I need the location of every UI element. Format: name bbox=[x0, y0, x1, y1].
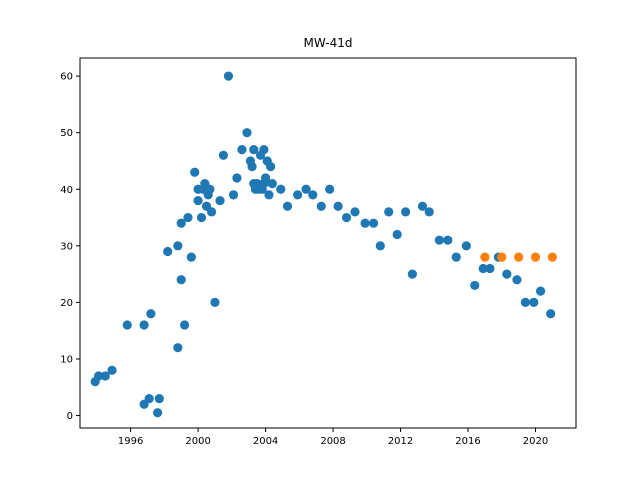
data-point bbox=[237, 145, 247, 155]
y-tick-label: 30 bbox=[60, 241, 73, 252]
data-point bbox=[122, 320, 132, 330]
data-point bbox=[478, 263, 488, 274]
data-point-orange bbox=[514, 252, 524, 262]
data-point bbox=[223, 71, 234, 81]
data-point bbox=[424, 207, 434, 217]
data-point bbox=[333, 201, 343, 211]
data-point bbox=[210, 297, 220, 308]
data-point bbox=[470, 280, 480, 291]
x-tick-label: 2008 bbox=[320, 436, 345, 447]
data-point-orange bbox=[480, 252, 490, 262]
data-point bbox=[190, 167, 200, 177]
data-point bbox=[276, 184, 286, 194]
data-point bbox=[218, 150, 229, 160]
data-point bbox=[502, 269, 512, 279]
data-point bbox=[193, 195, 203, 206]
data-point bbox=[215, 195, 225, 206]
data-point bbox=[107, 365, 117, 375]
data-point bbox=[293, 190, 303, 200]
data-point bbox=[163, 246, 173, 257]
data-point bbox=[375, 241, 385, 251]
data-point bbox=[384, 207, 394, 217]
data-point bbox=[308, 190, 318, 200]
data-point bbox=[100, 371, 110, 381]
data-point bbox=[259, 145, 269, 155]
data-point bbox=[368, 218, 379, 228]
data-point bbox=[267, 178, 277, 189]
data-point bbox=[434, 235, 444, 245]
data-point bbox=[546, 309, 556, 319]
data-point bbox=[392, 229, 402, 240]
data-point bbox=[282, 201, 293, 211]
data-point bbox=[179, 320, 190, 330]
data-point-orange bbox=[497, 252, 507, 262]
data-point bbox=[186, 252, 196, 262]
data-point bbox=[228, 190, 239, 200]
x-tick-label: 2000 bbox=[185, 436, 210, 447]
data-point bbox=[325, 184, 335, 194]
data-point bbox=[153, 408, 163, 418]
data-point bbox=[529, 297, 539, 308]
chart-title: MW-41d bbox=[304, 36, 353, 50]
data-point bbox=[242, 128, 252, 138]
data-point bbox=[206, 207, 217, 217]
y-tick-label: 40 bbox=[60, 185, 73, 196]
data-point bbox=[176, 275, 186, 285]
data-point bbox=[341, 212, 352, 223]
x-tick-label: 2020 bbox=[523, 436, 548, 447]
data-point bbox=[350, 207, 360, 217]
data-point bbox=[173, 343, 183, 353]
data-point bbox=[205, 184, 215, 194]
data-point bbox=[512, 275, 522, 285]
data-point bbox=[183, 212, 193, 223]
data-point bbox=[360, 218, 370, 228]
data-point bbox=[146, 309, 156, 319]
data-point bbox=[264, 190, 274, 200]
data-point bbox=[144, 393, 154, 404]
x-tick-label: 2016 bbox=[455, 436, 480, 447]
data-point bbox=[196, 212, 207, 223]
data-point bbox=[176, 218, 186, 228]
data-point bbox=[535, 286, 546, 296]
x-tick-label: 1996 bbox=[118, 436, 143, 447]
data-point bbox=[301, 184, 311, 194]
y-axis: 0 10 20 30 40 50 60 bbox=[60, 72, 80, 422]
x-axis: 1996 2000 2004 2008 2012 2016 2020 bbox=[118, 428, 548, 447]
data-point bbox=[266, 162, 276, 172]
data-point bbox=[247, 162, 257, 172]
data-point bbox=[461, 241, 471, 251]
data-point bbox=[93, 371, 104, 381]
data-point bbox=[316, 201, 326, 211]
data-point bbox=[520, 297, 530, 308]
data-point bbox=[417, 201, 428, 211]
y-tick-label: 0 bbox=[67, 411, 73, 422]
y-tick-label: 60 bbox=[60, 72, 73, 83]
data-point bbox=[232, 173, 242, 183]
data-points bbox=[90, 71, 557, 418]
x-tick-label: 2004 bbox=[253, 436, 278, 447]
data-point bbox=[443, 235, 453, 245]
data-point bbox=[485, 263, 495, 274]
data-point bbox=[401, 207, 411, 217]
data-point-orange bbox=[547, 252, 557, 262]
y-tick-label: 10 bbox=[60, 354, 73, 365]
y-tick-label: 20 bbox=[60, 298, 73, 309]
data-point bbox=[249, 145, 259, 155]
x-tick-label: 2012 bbox=[388, 436, 413, 447]
y-tick-label: 50 bbox=[60, 128, 73, 139]
data-point bbox=[139, 320, 149, 330]
data-point bbox=[407, 269, 417, 279]
plot-frame bbox=[79, 57, 577, 429]
data-point bbox=[260, 173, 271, 183]
data-point-orange bbox=[530, 252, 541, 262]
data-point bbox=[451, 252, 461, 262]
data-point bbox=[154, 393, 164, 404]
data-point bbox=[173, 241, 183, 251]
